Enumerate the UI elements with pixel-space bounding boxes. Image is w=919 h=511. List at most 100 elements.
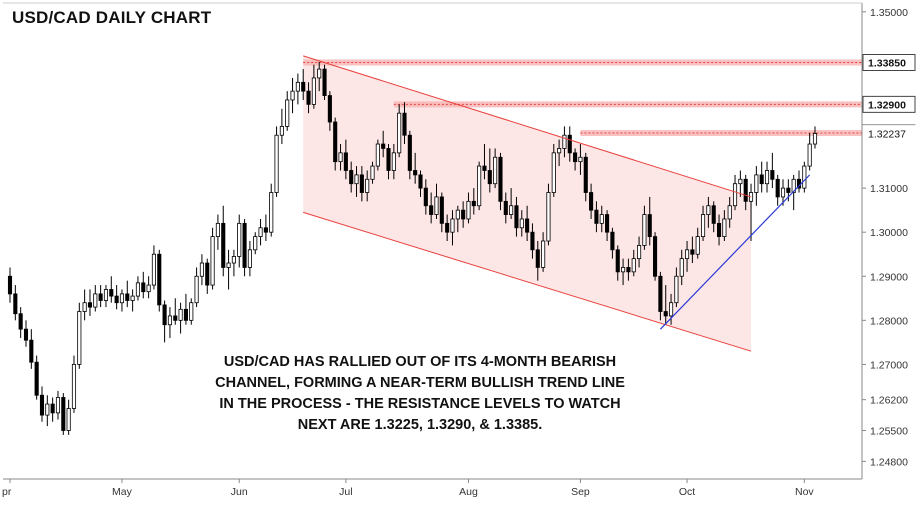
- candle: [71, 355, 77, 413]
- candle: [66, 399, 71, 435]
- candle-body-down: [343, 152, 348, 171]
- candle-body-up: [578, 156, 583, 163]
- candle-body-up: [551, 152, 556, 193]
- channel-lower-line: [303, 211, 752, 352]
- candle: [349, 161, 354, 193]
- candle: [626, 258, 631, 281]
- candle-body-up: [732, 183, 738, 207]
- candle: [807, 133, 812, 171]
- candle-body-down: [242, 222, 247, 268]
- candle-body-up: [194, 275, 199, 304]
- candle-body-up: [215, 222, 220, 237]
- candle: [194, 267, 199, 308]
- candle: [322, 64, 327, 100]
- candle-body-down: [423, 187, 428, 207]
- candle: [413, 152, 418, 184]
- candle-body-up: [562, 134, 567, 149]
- candle: [700, 205, 706, 241]
- candle-body-down: [381, 143, 386, 149]
- candle-body-up: [338, 152, 343, 163]
- candle: [231, 249, 236, 277]
- candle: [429, 192, 434, 224]
- candle: [487, 148, 492, 193]
- candle: [631, 249, 636, 277]
- candle: [727, 196, 732, 228]
- candle-body-up: [103, 289, 109, 301]
- x-tick-label: Oct: [679, 486, 695, 498]
- candle-body-up: [258, 227, 263, 237]
- candle: [130, 289, 135, 312]
- candle: [653, 232, 658, 281]
- candle: [199, 254, 204, 286]
- candle-body-down: [711, 205, 716, 224]
- candle: [764, 161, 770, 193]
- x-tick-label: Aug: [459, 486, 478, 498]
- candle-body-down: [658, 275, 663, 312]
- candle: [391, 144, 396, 180]
- candle-body-up: [700, 214, 706, 237]
- candle: [114, 285, 119, 310]
- candle: [471, 188, 476, 215]
- candle: [647, 196, 652, 246]
- candle-body-down: [429, 205, 434, 215]
- candle-body-down: [162, 304, 167, 326]
- resistance-band-0: [303, 59, 862, 66]
- candle: [151, 245, 156, 290]
- candle-body-up: [631, 258, 636, 273]
- candle-body-up: [642, 214, 647, 246]
- candle: [589, 183, 594, 219]
- candle-body-down: [359, 174, 364, 193]
- candle: [482, 144, 487, 180]
- candle: [23, 320, 29, 347]
- candle: [338, 144, 343, 171]
- candle: [578, 144, 583, 175]
- candle-body-down: [413, 170, 418, 176]
- candle-body-up: [130, 295, 135, 301]
- candle: [791, 174, 796, 211]
- candle: [466, 192, 471, 224]
- candle: [317, 62, 322, 92]
- candle: [407, 130, 412, 180]
- candle-body-down: [61, 397, 66, 431]
- candle: [359, 166, 364, 202]
- candle: [455, 205, 460, 233]
- candle: [605, 210, 610, 241]
- candle-body-down: [615, 249, 620, 273]
- y-tick-label: 1.29000: [870, 271, 908, 283]
- candle-body-up: [231, 256, 236, 264]
- candle-body-up: [637, 245, 642, 260]
- candle-body-down: [183, 308, 188, 321]
- candle: [402, 102, 407, 145]
- candle: [7, 267, 13, 303]
- candle: [599, 205, 604, 233]
- candle: [503, 192, 508, 224]
- candle-body-up: [210, 236, 215, 286]
- candle-body-up: [812, 133, 818, 145]
- candle: [178, 302, 183, 334]
- candle: [610, 227, 615, 259]
- candle: [738, 170, 743, 197]
- candle-body-down: [445, 222, 450, 233]
- candle: [711, 201, 716, 233]
- candle: [343, 139, 348, 180]
- candle-body-down: [7, 275, 13, 295]
- candle-body-up: [679, 258, 684, 277]
- candle-body-down: [34, 361, 39, 396]
- candle-body-down: [109, 289, 114, 297]
- candle: [279, 108, 284, 145]
- candle: [295, 73, 300, 105]
- price-label-text: 1.32900: [868, 99, 906, 111]
- candle-body-down: [716, 222, 722, 237]
- candle: [796, 170, 802, 193]
- y-tick-label: 1.25500: [870, 426, 908, 438]
- candle: [263, 214, 268, 241]
- x-tick-label: May: [112, 486, 133, 498]
- candle-body-down: [333, 121, 338, 163]
- price-label-box: [862, 54, 916, 71]
- candle: [780, 179, 786, 206]
- candle-body-down: [39, 394, 45, 416]
- annotation-line-2: CHANNEL, FORMING A NEAR-TERM BULLISH TRE…: [215, 375, 625, 391]
- candle: [663, 285, 668, 325]
- candle: [141, 271, 146, 299]
- candle-body-up: [146, 284, 151, 293]
